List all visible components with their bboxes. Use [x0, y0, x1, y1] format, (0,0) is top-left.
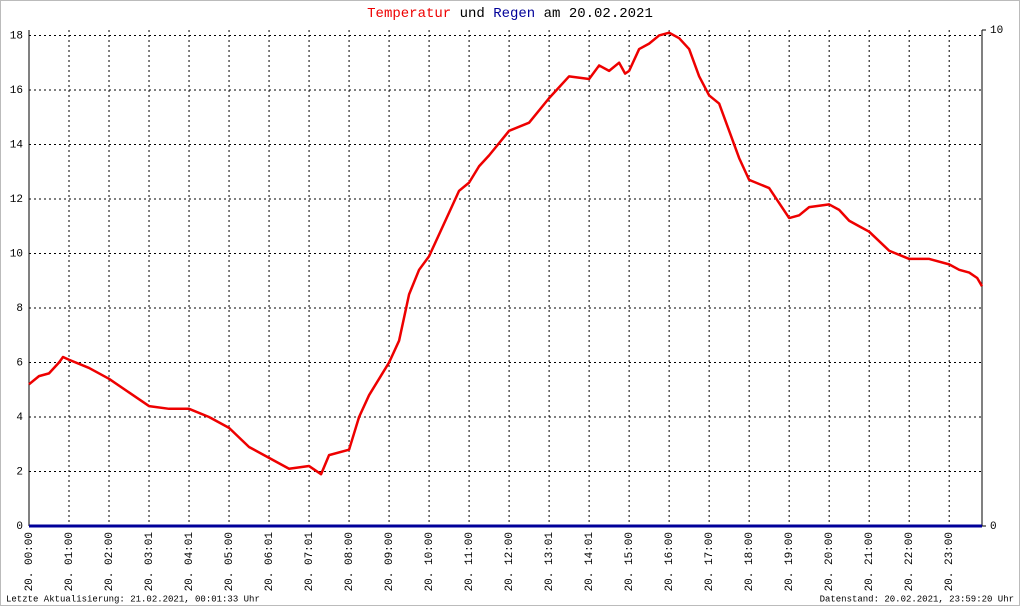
x-tick-label: 20. 23:00	[944, 532, 956, 591]
x-tick-label: 20. 21:00	[864, 532, 876, 591]
x-tick-label: 20. 17:00	[704, 532, 716, 591]
x-tick-label: 20. 06:01	[264, 532, 276, 592]
x-tick-label: 20. 13:01	[544, 532, 556, 592]
y-tick-label: 16	[10, 85, 23, 97]
x-tick-label: 20. 08:00	[344, 532, 356, 591]
x-tick-label: 20. 22:00	[904, 532, 916, 591]
y2-tick-label: 0	[990, 521, 997, 533]
x-tick-label: 20. 20:00	[824, 532, 836, 591]
x-tick-label: 20. 16:00	[664, 532, 676, 591]
x-tick-label: 20. 04:01	[184, 532, 196, 592]
x-tick-label: 20. 15:00	[624, 532, 636, 591]
x-tick-label: 20. 05:00	[224, 532, 236, 591]
y-tick-label: 2	[16, 466, 23, 478]
x-tick-label: 20. 18:00	[744, 532, 756, 591]
x-tick-label: 20. 01:00	[64, 532, 76, 591]
title-date: am 20.02.2021	[544, 6, 653, 22]
x-tick-label: 20. 02:00	[104, 532, 116, 591]
y2-tick-label: 10	[990, 25, 1003, 37]
y-tick-label: 0	[16, 521, 23, 533]
y-tick-label: 18	[10, 30, 23, 42]
y-tick-label: 12	[10, 194, 23, 206]
y-tick-label: 8	[16, 303, 23, 315]
x-tick-label: 20. 10:00	[424, 532, 436, 591]
title-connector: und	[460, 6, 485, 22]
x-tick-label: 20. 09:00	[384, 532, 396, 591]
x-tick-label: 20. 11:00	[464, 532, 476, 591]
footer-right: Datenstand: 20.02.2021, 23:59:20 Uhr	[820, 594, 1014, 604]
x-tick-label: 20. 07:01	[304, 532, 316, 592]
y-tick-label: 4	[16, 412, 23, 424]
footer-left: Letzte Aktualisierung: 21.02.2021, 00:01…	[6, 594, 260, 604]
x-tick-label: 20. 14:01	[584, 532, 596, 592]
x-tick-label: 20. 03:01	[144, 532, 156, 592]
y-tick-label: 14	[10, 139, 24, 151]
title-temp: Temperatur	[367, 6, 451, 22]
title-rain: Regen	[493, 6, 535, 22]
y-tick-label: 10	[10, 248, 23, 260]
x-tick-label: 20. 12:00	[504, 532, 516, 591]
x-tick-label: 20. 19:00	[784, 532, 796, 591]
x-tick-label: 20. 00:00	[24, 532, 36, 591]
chart-title: Temperatur und Regen am 20.02.2021	[367, 6, 653, 22]
series-line	[28, 31, 984, 476]
y-tick-label: 6	[16, 357, 23, 369]
